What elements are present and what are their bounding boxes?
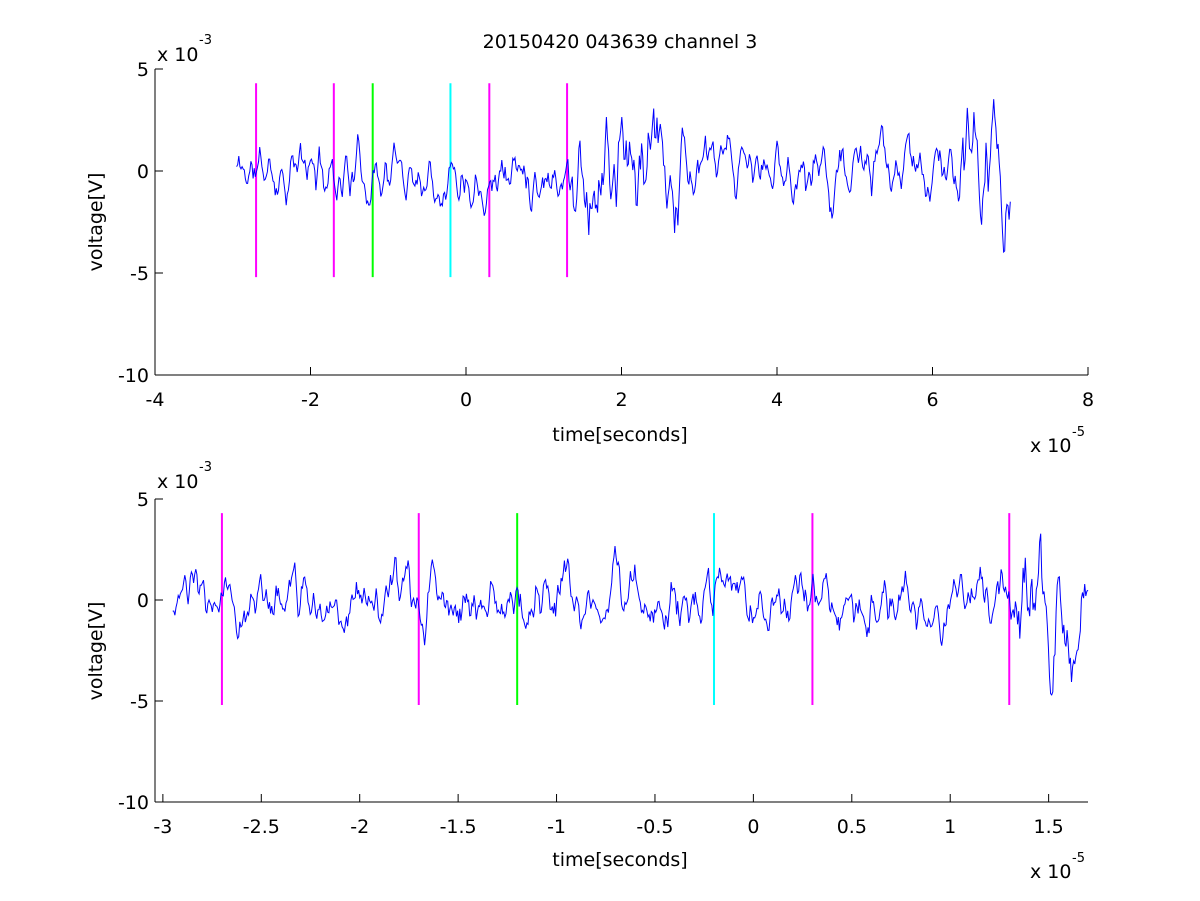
bottom-x-exponent: x 10 -5 [1030,851,1085,883]
bottom-x-exponent-power: -5 [1072,851,1085,866]
top-y-axis-label: voltage[V] [85,173,107,272]
top-x-tick-label: 2 [615,389,627,411]
bottom-x-tick-label: -0.5 [636,816,673,838]
bottom-x-tick-label: 1 [944,816,956,838]
bottom-y-exponent: x 10 -3 [157,460,212,493]
top-y-exponent: x 10 -3 [157,33,212,66]
top-y-exponent-power: -3 [199,33,212,48]
top-y-tick-label: -5 [130,263,149,285]
bottom-event-markers [220,513,1011,706]
bottom-x-axis-label: time[seconds] [552,849,687,871]
bottom-y-exponent-base: x 10 [157,471,198,493]
top-x-exponent: x 10 -5 [1030,425,1085,457]
bottom-y-tick-label: -10 [118,792,149,814]
bottom-x-tick-label: -3 [153,816,172,838]
bottom-voltage-trace [172,533,1089,696]
top-x-tick-label: 8 [1082,389,1094,411]
bottom-y-exponent-power: -3 [199,460,212,475]
top-plot: -4 -2 0 2 4 6 8 -10 -5 0 5 time[seconds] voltage[V… [85,33,1094,457]
top-voltage-trace [236,99,1011,254]
top-x-tick-label: 6 [926,389,938,411]
bottom-y-tick-label: 0 [137,590,149,612]
bottom-x-tick-label: -2.5 [243,816,280,838]
top-x-tick-label: 0 [460,389,472,411]
top-y-exponent-base: x 10 [157,44,198,66]
bottom-x-exponent-base: x 10 [1030,861,1071,883]
bottom-x-tick-label: -2 [350,816,369,838]
bottom-plot: -3 -2.5 -2 -1.5 -1 -0.5 0 0.5 1 1.5 -10 -5 0 5 time[s… [85,460,1089,883]
top-x-axis-label: time[seconds] [552,424,687,446]
top-y-tick-label: 0 [137,161,149,183]
bottom-y-tick-label: 5 [137,489,149,511]
bottom-x-tick-label: 0.5 [837,816,867,838]
top-x-exponent-base: x 10 [1030,435,1071,457]
bottom-y-axis-label: voltage[V] [85,602,107,701]
top-event-markers [255,83,569,278]
top-x-exponent-power: -5 [1072,425,1085,440]
top-y-tick-label: -10 [118,365,149,387]
bottom-y-tick-label: -5 [130,691,149,713]
top-y-tick-label: 5 [137,59,149,81]
top-x-tick-label: -2 [301,389,320,411]
bottom-x-tick-label: 1.5 [1034,816,1064,838]
chart-title: 20150420 043639 channel 3 [483,31,758,53]
top-x-tick-label: -4 [146,389,165,411]
bottom-x-tick-label: -1.5 [440,816,477,838]
bottom-x-tick-label: -1 [547,816,566,838]
top-ticks: -4 -2 0 2 4 6 8 -10 -5 0 5 [118,59,1094,411]
bottom-x-tick-label: 0 [747,816,759,838]
top-x-tick-label: 4 [771,389,783,411]
bottom-ticks: -3 -2.5 -2 -1.5 -1 -0.5 0 0.5 1 1.5 -10 -5 0 5 [118,489,1064,838]
